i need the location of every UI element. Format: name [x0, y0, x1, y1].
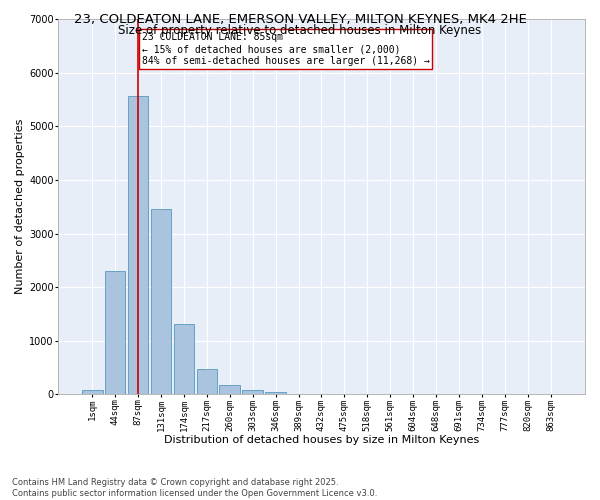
- Text: Contains HM Land Registry data © Crown copyright and database right 2025.
Contai: Contains HM Land Registry data © Crown c…: [12, 478, 377, 498]
- Bar: [82, 390, 103, 394]
- Bar: [265, 392, 286, 394]
- Bar: [197, 368, 217, 394]
- X-axis label: Distribution of detached houses by size in Milton Keynes: Distribution of detached houses by size …: [164, 435, 479, 445]
- Bar: [242, 390, 263, 394]
- Text: 23 COLDEATON LANE: 85sqm
← 15% of detached houses are smaller (2,000)
84% of sem: 23 COLDEATON LANE: 85sqm ← 15% of detach…: [142, 32, 430, 66]
- Bar: [220, 385, 240, 394]
- Text: Size of property relative to detached houses in Milton Keynes: Size of property relative to detached ho…: [118, 24, 482, 37]
- Y-axis label: Number of detached properties: Number of detached properties: [15, 119, 25, 294]
- Bar: [151, 209, 172, 394]
- Bar: [128, 96, 148, 394]
- Text: 23, COLDEATON LANE, EMERSON VALLEY, MILTON KEYNES, MK4 2HE: 23, COLDEATON LANE, EMERSON VALLEY, MILT…: [74, 12, 526, 26]
- Bar: [105, 271, 125, 394]
- Bar: [173, 324, 194, 394]
